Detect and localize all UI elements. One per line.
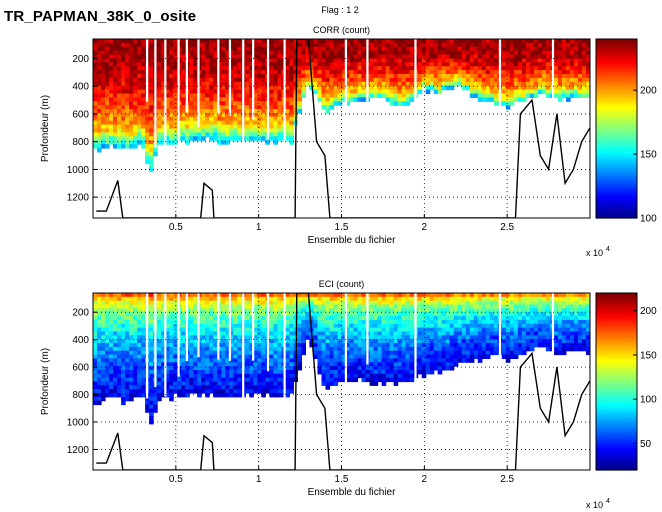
seafloor-line — [96, 39, 590, 218]
colorbar-tick-label: 100 — [640, 214, 657, 225]
colorbar-tick-label: 200 — [640, 306, 657, 317]
echogram-heatmap — [93, 39, 590, 172]
x-tick-label: 2 — [422, 474, 428, 485]
colorbar-tick-label: 150 — [640, 150, 657, 161]
panel-1: 0.5 1 1.5 2 2.5 200 400 600 800 1000 1200 CORR (cou… — [40, 25, 657, 258]
seafloor-line — [96, 293, 590, 470]
x-tick-label: 1 — [256, 222, 262, 233]
x-tick-label: 0.5 — [169, 474, 183, 485]
y-tick-label: 1000 — [67, 165, 90, 176]
x-axis-label: Ensemble du fichier — [308, 487, 396, 498]
x-exponent-label: x 10 — [586, 248, 603, 258]
panel-2: 0.5 1 1.5 2 2.5 200 400 600 800 1000 1200 ECI (coun… — [40, 279, 657, 510]
x-tick-label: 2.5 — [500, 222, 514, 233]
y-tick-label: 800 — [72, 137, 89, 148]
grid-lines — [93, 39, 590, 218]
y-tick-label: 200 — [72, 54, 89, 65]
colorbar-tick-label: 150 — [640, 350, 657, 361]
y-tick-label: 1000 — [67, 417, 90, 428]
colorbar-tick-label: 200 — [640, 86, 657, 97]
y-axis-label: Profondeur (m) — [40, 95, 51, 162]
colorbar-frame — [595, 292, 638, 471]
x-exponent: 4 — [606, 498, 610, 505]
y-tick-label: 600 — [72, 363, 89, 374]
y-tick-label: 400 — [72, 82, 89, 93]
grid-lines — [93, 293, 590, 470]
colorbar-tick-label: 100 — [640, 395, 657, 406]
subplot-title: ECI (count) — [319, 279, 365, 289]
y-axis-label: Profondeur (m) — [40, 348, 51, 415]
y-tick-label: 200 — [72, 308, 89, 319]
colorbar: 100 150 200 — [595, 38, 657, 225]
colorbar: 50 100 150 200 — [595, 292, 657, 471]
x-tick-label: 1 — [256, 474, 262, 485]
x-tick-label: 1.5 — [335, 474, 349, 485]
x-exponent-label: x 10 — [586, 500, 603, 510]
y-tick-label: 600 — [72, 109, 89, 120]
x-axis-label: Ensemble du fichier — [308, 235, 396, 246]
subplot-title: CORR (count) — [313, 25, 370, 35]
y-tick-label: 1200 — [67, 193, 90, 204]
x-tick-label: 0.5 — [169, 222, 183, 233]
y-tick-label: 400 — [72, 335, 89, 346]
colorbar-frame — [595, 38, 638, 219]
x-exponent: 4 — [606, 246, 610, 253]
y-tick-label: 800 — [72, 390, 89, 401]
colorbar-tick-label: 50 — [640, 439, 652, 450]
flag-label: Flag : 1 2 — [321, 5, 359, 15]
x-tick-label: 2 — [422, 222, 428, 233]
y-tick-label: 1200 — [67, 445, 90, 456]
x-tick-label: 1.5 — [335, 222, 349, 233]
x-tick-label: 2.5 — [500, 474, 514, 485]
figure-main-title: TR_PAPMAN_38K_0_osite — [4, 8, 197, 25]
